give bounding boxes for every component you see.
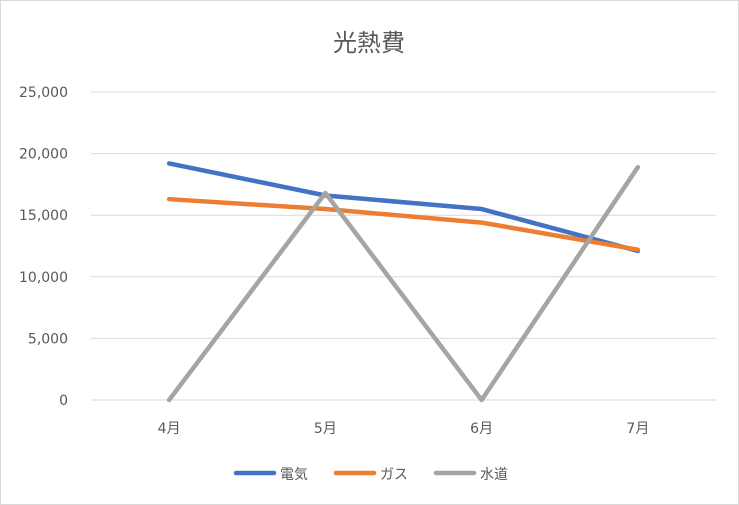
legend-label: 水道 bbox=[480, 467, 508, 483]
legend: 電気 ガス 水道 bbox=[233, 467, 508, 483]
series-line-2 bbox=[166, 164, 641, 403]
x-tick-label: 7月 bbox=[626, 421, 649, 437]
y-tick-label: 15,000 bbox=[19, 208, 68, 224]
chart-title: 光熱費 bbox=[333, 29, 405, 57]
legend-label: ガス bbox=[380, 467, 408, 483]
y-tick-label: 0 bbox=[59, 393, 68, 409]
y-axis-ticks: 0 5,000 10,000 15,000 20,000 25,000 bbox=[19, 85, 68, 409]
x-axis-ticks: 4月 5月 6月 7月 bbox=[158, 421, 650, 437]
y-tick-label: 10,000 bbox=[19, 270, 68, 286]
x-tick-label: 6月 bbox=[470, 421, 493, 437]
x-tick-label: 4月 bbox=[158, 421, 181, 437]
y-tick-label: 5,000 bbox=[28, 331, 68, 347]
series-lines bbox=[166, 161, 641, 403]
y-tick-label: 25,000 bbox=[19, 85, 68, 101]
series-line-1 bbox=[166, 196, 641, 252]
series-line-0 bbox=[166, 161, 641, 254]
legend-label: 電気 bbox=[280, 467, 308, 483]
gridlines bbox=[91, 91, 716, 401]
x-tick-label: 5月 bbox=[314, 421, 337, 437]
y-tick-label: 20,000 bbox=[19, 147, 68, 163]
